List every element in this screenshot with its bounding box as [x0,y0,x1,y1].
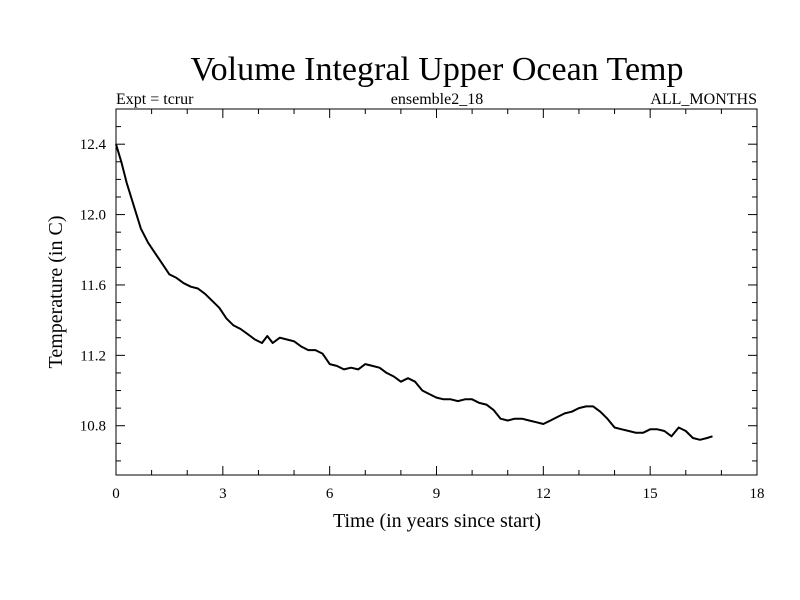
y-tick-label: 12.0 [80,208,106,224]
temperature-series-line [115,143,713,441]
x-tick-label: 0 [112,486,120,502]
y-tick-label: 11.6 [80,278,106,294]
plot-frame [115,108,758,476]
y-axis-label: Temperature (in C) [45,216,67,369]
x-tick-labels: 0 3 6 9 12 15 18 [112,486,764,502]
x-tick-label: 3 [219,486,227,502]
minor-ticks [116,108,757,475]
y-tick-label: 12.4 [80,137,107,153]
subtitle-ensemble: ensemble2_18 [391,91,483,108]
x-tick-label: 6 [326,486,334,502]
x-tick-label: 15 [643,486,658,502]
x-tick-label: 12 [536,486,551,502]
x-axis-label: Time (in years since start) [333,510,541,532]
subtitle-experiment: Expt = tcrur [116,91,194,108]
major-ticks [115,109,758,475]
y-tick-label: 10.8 [80,419,106,435]
y-tick-label: 11.2 [80,348,106,364]
subtitle-months: ALL_MONTHS [650,91,757,108]
x-tick-label: 18 [750,486,765,502]
chart-title: Volume Integral Upper Ocean Temp [191,51,684,88]
y-tick-labels: 10.8 11.2 11.6 12.0 12.4 [80,137,107,435]
x-tick-label: 9 [433,486,441,502]
